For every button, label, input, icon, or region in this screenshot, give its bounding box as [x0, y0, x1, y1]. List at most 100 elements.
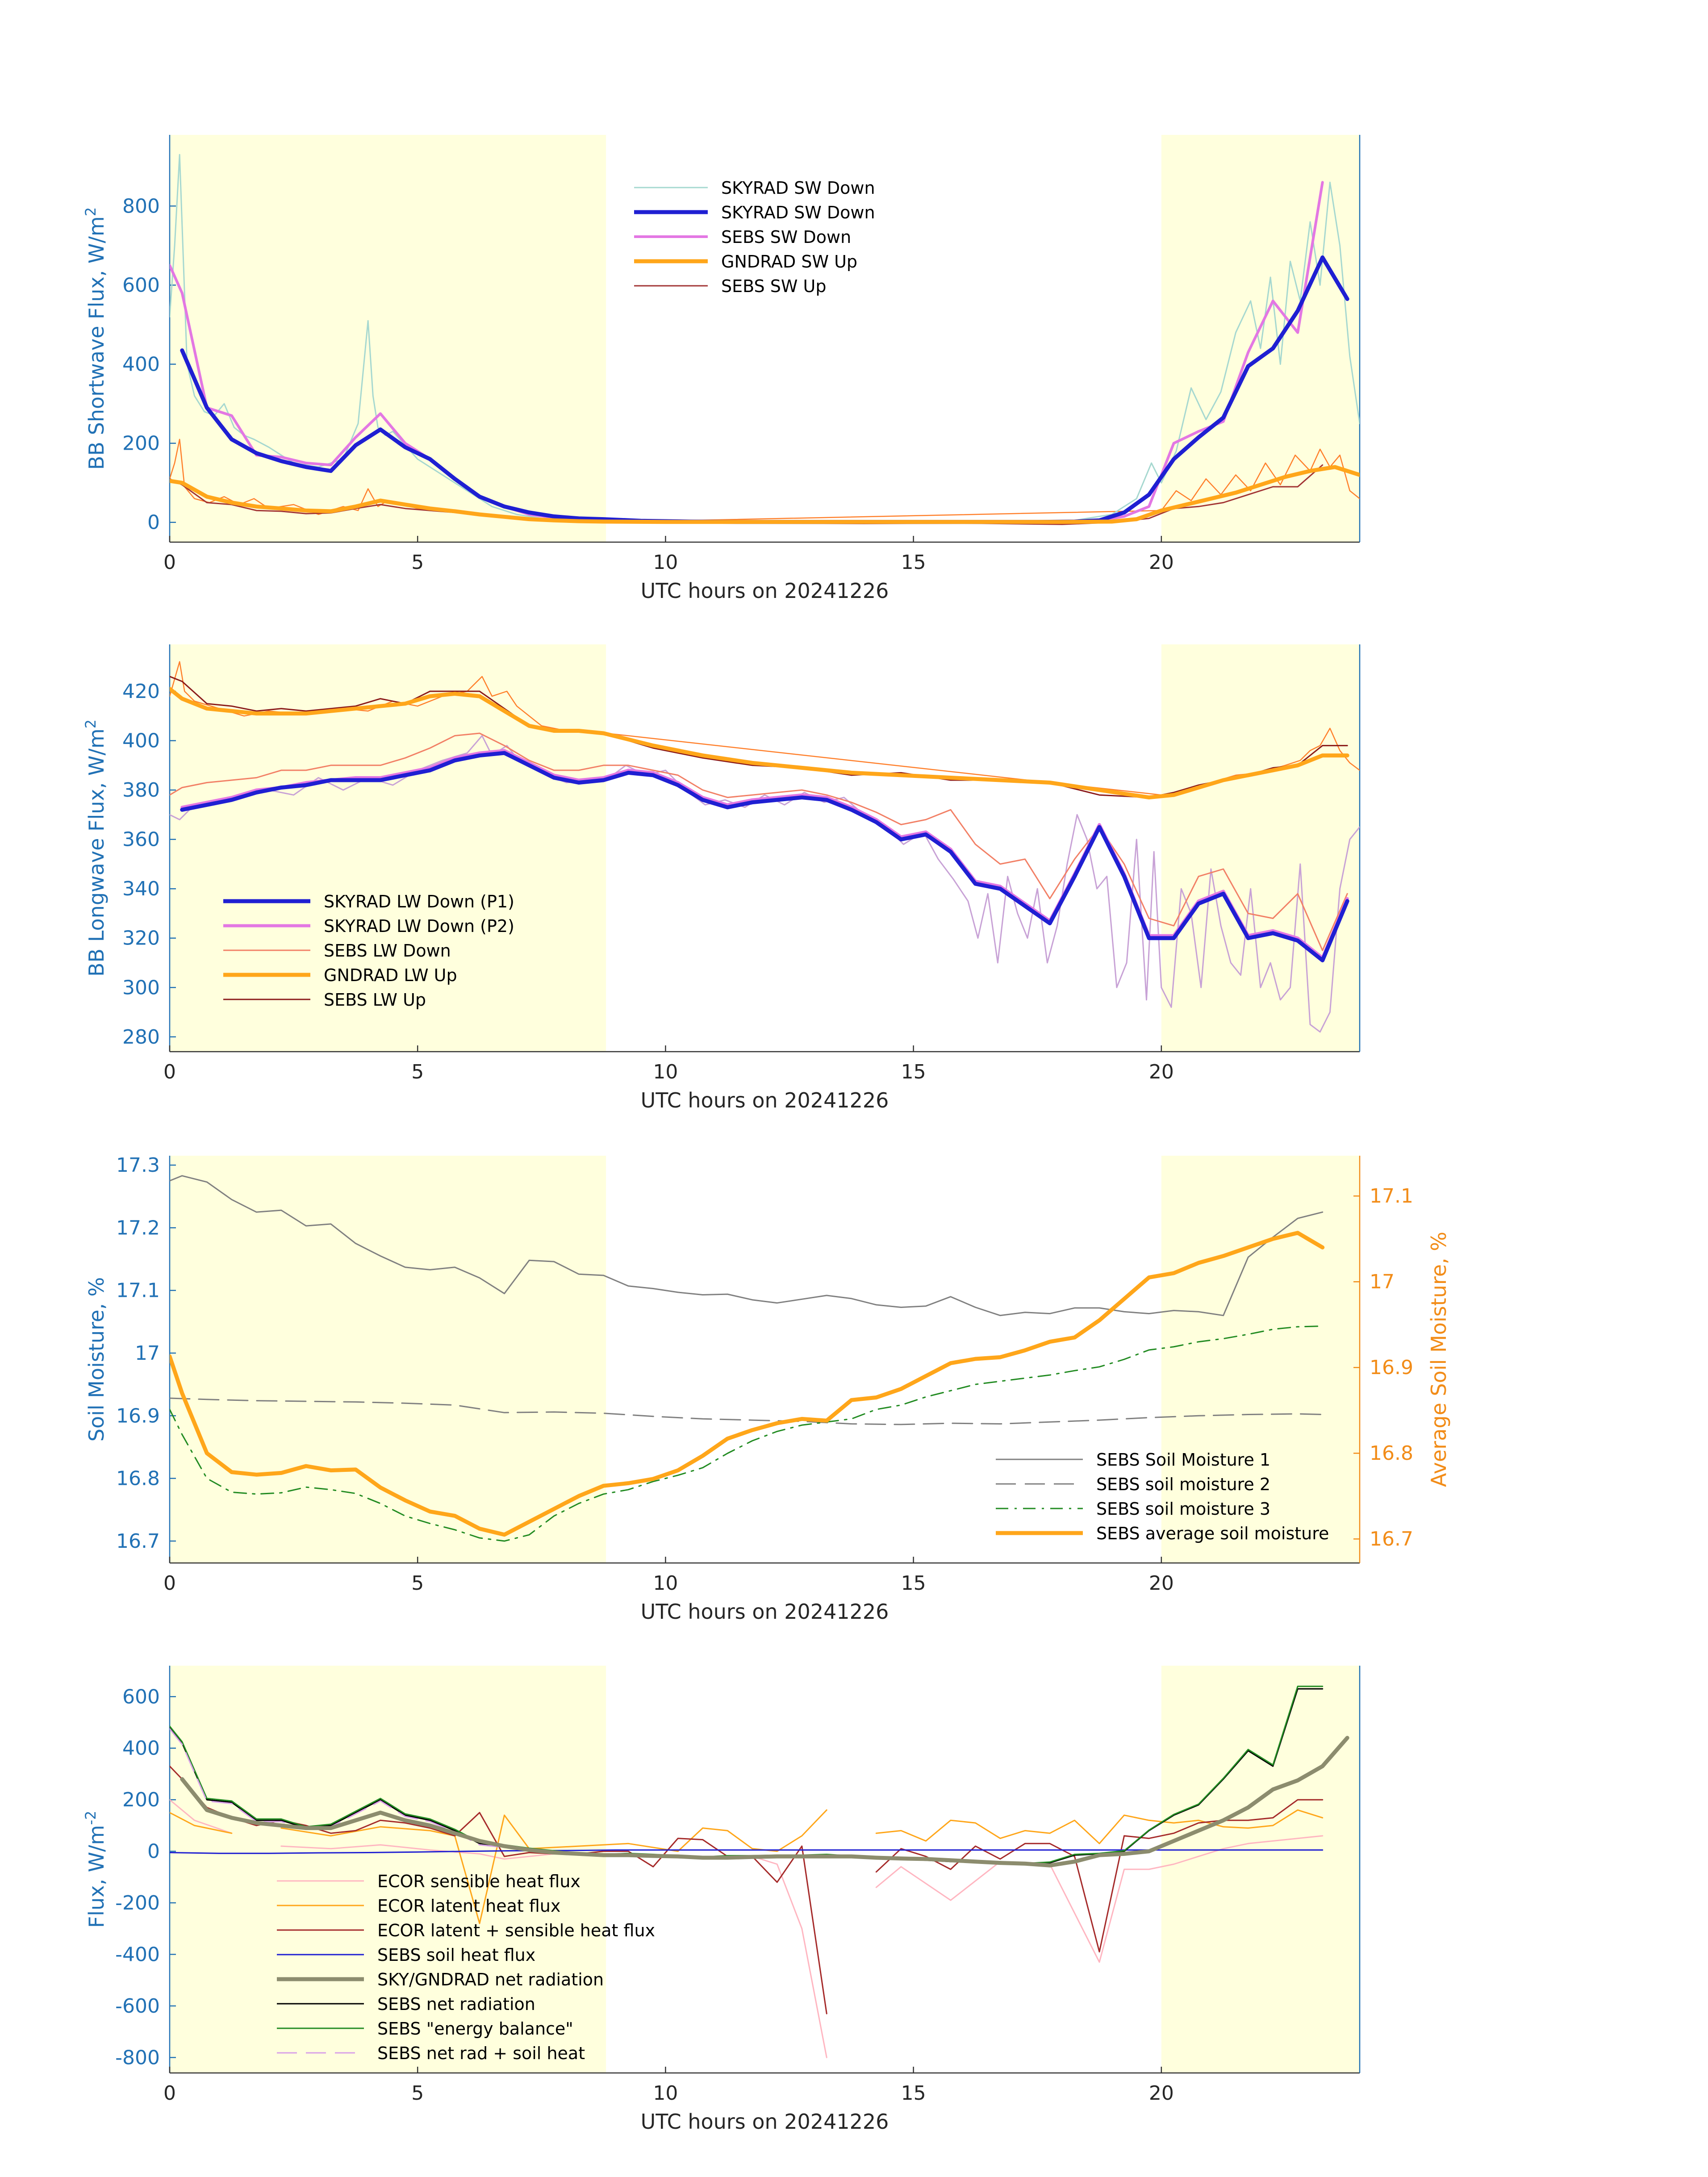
y-tick-label: 400	[122, 730, 160, 752]
y-tick-label: 16.9	[116, 1404, 160, 1427]
x-tick-label: 0	[163, 2082, 176, 2105]
x-tick-label: 0	[163, 551, 176, 574]
legend-label: SEBS LW Down	[324, 941, 451, 961]
y-right-tick-label: 16.9	[1370, 1356, 1413, 1379]
x-tick-label: 20	[1149, 551, 1174, 574]
series-skyrad-lw-down-1-min	[170, 735, 1360, 1033]
x-tick-label: 20	[1149, 1572, 1174, 1595]
x-tick-label: 15	[901, 1061, 926, 1083]
y-tick-label: -200	[115, 1892, 160, 1914]
y-tick-label: -800	[115, 2046, 160, 2069]
legend-label: SKYRAD SW Down	[721, 203, 875, 222]
series-sebs-soil-moisture-1	[170, 1175, 1324, 1316]
legend-label: SEBS LW Up	[324, 990, 426, 1010]
x-tick-label: 20	[1149, 2082, 1174, 2105]
x-tick-label: 10	[653, 1061, 678, 1083]
y-tick-label: 16.7	[116, 1530, 160, 1553]
series-group	[170, 661, 1360, 1033]
x-tick-label: 5	[411, 2082, 424, 2105]
legend-label: SEBS soil heat flux	[377, 1945, 535, 1965]
series-gndrad-lw-up-1-min	[170, 661, 1360, 796]
series-skyrad-lw-down-p2	[180, 749, 1349, 960]
y-tick-label: 300	[122, 976, 160, 999]
series-gndrad-sw-up	[170, 465, 1360, 524]
y-tick-label: 380	[122, 779, 160, 802]
y-tick-label: 280	[122, 1026, 160, 1049]
series-sky-gndrad-net-radiation	[180, 1736, 1349, 1868]
x-tick-label: 5	[411, 1061, 424, 1083]
legend-label: SKY/GNDRAD net radiation	[377, 1970, 604, 1989]
y-tick-label: 17	[135, 1342, 160, 1365]
y-right-axis-label: Average Soil Moisture, %	[1427, 1232, 1451, 1487]
x-tick-label: 10	[653, 551, 678, 574]
y-right-tick-label: 17	[1370, 1270, 1395, 1293]
y-axis-label: Soil Moisture, %	[84, 1277, 109, 1442]
series-sebs-average-soil-moisture	[170, 1231, 1325, 1537]
x-tick-label: 0	[163, 1061, 176, 1083]
series-gndrad-lw-up	[170, 687, 1349, 800]
legend-label: SKYRAD LW Down (P1)	[324, 892, 514, 911]
y-tick-label: 0	[147, 511, 160, 534]
legend: SKYRAD LW Down (P1) SKYRAD LW Down (P2) SE…	[223, 892, 514, 1010]
y-axis-label: Flux, W/m-2	[82, 1811, 109, 1928]
legend-label: SEBS soil moisture 2	[1096, 1475, 1270, 1494]
y-tick-label: -400	[115, 1943, 160, 1966]
legend-label: SEBS net radiation	[377, 1994, 535, 2014]
x-tick-label: 5	[411, 551, 424, 574]
legend-label: GNDRAD LW Up	[324, 965, 457, 985]
y-right-tick-label: 16.7	[1370, 1528, 1413, 1550]
x-tick-label: 15	[901, 2082, 926, 2105]
y-tick-label: 17.3	[116, 1154, 160, 1177]
legend-label: ECOR latent + sensible heat flux	[377, 1921, 655, 1940]
y-tick-label: 16.8	[116, 1467, 160, 1490]
y-tick-label: 420	[122, 680, 160, 703]
shaded-band-1	[170, 1156, 606, 1563]
y-tick-label: 340	[122, 877, 160, 900]
y-tick-label: 800	[122, 195, 160, 217]
y-tick-label: 600	[122, 274, 160, 297]
legend-label: SKYRAD LW Down (P2)	[324, 916, 514, 936]
y-right-tick-label: 17.1	[1370, 1185, 1413, 1208]
legend-label: SEBS SW Up	[721, 276, 826, 296]
shaded-band-1	[170, 1666, 606, 2073]
shaded-band-1	[170, 135, 606, 542]
x-tick-label: 20	[1149, 1061, 1174, 1083]
x-axis-label: UTC hours on 20241226	[641, 2110, 889, 2134]
x-axis-label: UTC hours on 20241226	[641, 579, 889, 603]
y-tick-label: 17.1	[116, 1279, 160, 1302]
y-tick-label: 400	[122, 1737, 160, 1760]
series-sebs-net-rad-soil-heat	[170, 1728, 605, 1857]
series-sebs-soil-heat-flux	[170, 1849, 1324, 1854]
y-tick-label: 360	[122, 828, 160, 851]
legend-label: GNDRAD SW Up	[721, 252, 857, 272]
y-right-tick-label: 16.8	[1370, 1442, 1413, 1465]
x-tick-label: 5	[411, 1572, 424, 1595]
series-group	[170, 1685, 1349, 2058]
series-sebs-soil-moisture-2	[170, 1397, 1324, 1425]
legend-label: SEBS Soil Moisture 1	[1096, 1450, 1270, 1470]
series-sebs-soil-moisture-3	[170, 1325, 1324, 1542]
panel-3: 0 5 10 15 20 16.7 16.8 16.9 17 17.1 17.2 17.3 16.7 16…	[84, 1154, 1451, 1624]
shaded-band-2	[1161, 135, 1360, 542]
y-axis-label: BB Shortwave Flux, W/m2	[82, 207, 109, 470]
y-tick-label: 320	[122, 927, 160, 950]
y-tick-label: 17.2	[116, 1216, 160, 1239]
y-tick-label: 600	[122, 1685, 160, 1708]
y-tick-label: 200	[122, 1788, 160, 1811]
legend-label: ECOR sensible heat flux	[377, 1872, 580, 1891]
legend-label: SKYRAD SW Down	[721, 178, 875, 198]
legend-label: SEBS net rad + soil heat	[377, 2043, 585, 2063]
panel-4: 0 5 10 15 20 -800 -600 -400 -200 0 200 400 600 UTC ho…	[82, 1666, 1361, 2134]
series-group	[170, 1175, 1325, 1542]
legend-label: SEBS SW Down	[721, 227, 851, 247]
legend: SEBS Soil Moisture 1 SEBS soil moisture 2…	[996, 1450, 1329, 1543]
x-tick-label: 15	[901, 551, 926, 574]
series-skyrad-lw-down-p1	[180, 751, 1349, 962]
x-axis-label: UTC hours on 20241226	[641, 1088, 889, 1112]
x-tick-label: 10	[653, 2082, 678, 2105]
legend-label: SEBS average soil moisture	[1096, 1524, 1329, 1543]
x-tick-label: 10	[653, 1572, 678, 1595]
